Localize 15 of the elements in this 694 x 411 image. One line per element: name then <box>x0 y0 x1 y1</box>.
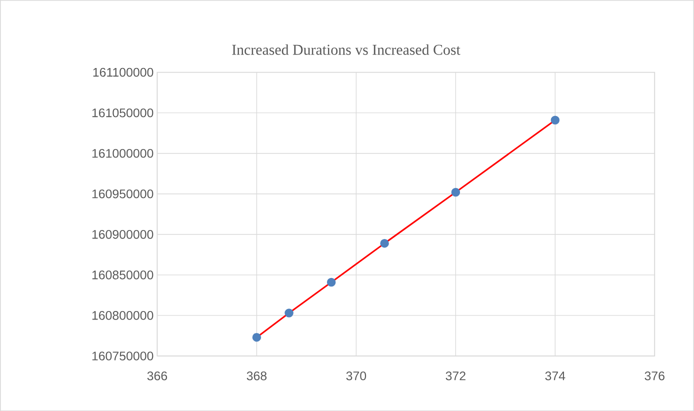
x-tick-label: 368 <box>246 371 267 380</box>
y-tick-label: 160750000 <box>92 351 154 360</box>
y-tick-label: 160800000 <box>92 310 154 320</box>
x-tick-label: 374 <box>545 371 566 380</box>
y-tick-label: 160900000 <box>92 230 154 239</box>
x-tick-label: 376 <box>644 371 664 380</box>
chart-title: Increased Durations vs Increased Cost <box>232 44 460 55</box>
x-tick-label: 372 <box>446 371 466 380</box>
y-tick-label: 160850000 <box>92 270 154 280</box>
y-tick-label: 161050000 <box>92 108 154 118</box>
y-tick-label: 161100000 <box>93 68 154 77</box>
y-tick-label: 160950000 <box>92 189 154 198</box>
x-tick-label: 366 <box>147 371 168 380</box>
x-tick-label: 370 <box>346 371 366 380</box>
y-tick-label: 161000000 <box>92 148 154 158</box>
